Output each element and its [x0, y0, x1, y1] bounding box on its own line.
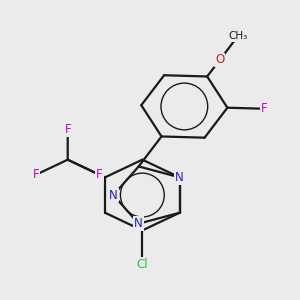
Text: F: F — [64, 123, 71, 136]
Text: O: O — [215, 53, 224, 67]
Text: F: F — [96, 168, 103, 181]
Text: N: N — [175, 171, 184, 184]
Text: N: N — [134, 217, 143, 230]
Text: Cl: Cl — [136, 257, 148, 271]
Text: CH₃: CH₃ — [228, 31, 248, 41]
Text: F: F — [261, 102, 267, 115]
Text: F: F — [33, 168, 39, 181]
Text: N: N — [109, 188, 118, 202]
